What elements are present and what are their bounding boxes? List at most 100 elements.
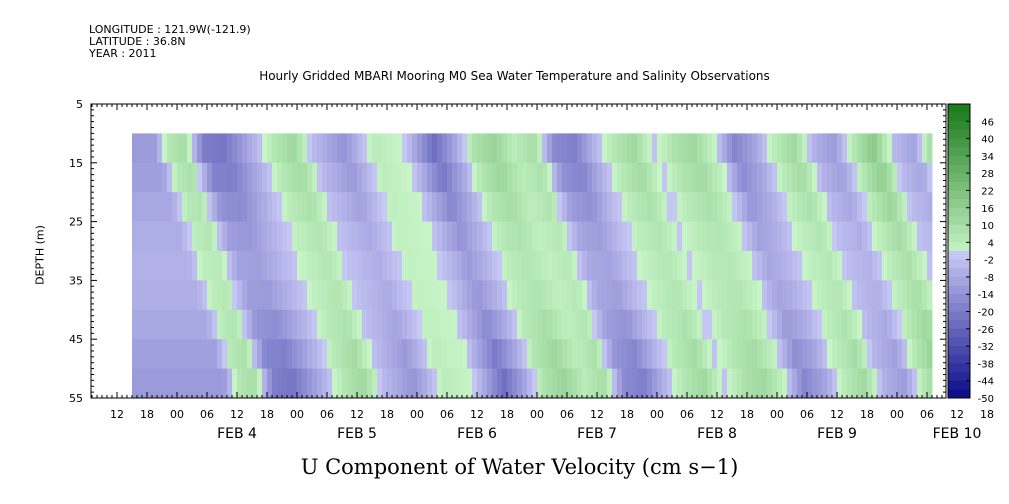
heatmap-cell — [487, 133, 493, 164]
heatmap-cell — [837, 339, 843, 370]
heatmap-cell — [217, 368, 223, 399]
heatmap-cell — [897, 133, 903, 164]
heatmap-cell — [712, 368, 718, 399]
heatmap-cell — [417, 368, 423, 399]
heatmap-cell — [192, 339, 198, 370]
heatmap-cell — [267, 221, 273, 252]
heatmap-cell — [272, 280, 278, 311]
heatmap-cell — [452, 339, 458, 370]
heatmap-cell — [917, 309, 923, 340]
heatmap-cell — [857, 309, 863, 340]
heatmap-cell — [837, 280, 843, 311]
x-date-label: FEB 8 — [697, 426, 737, 442]
heatmap-cell — [762, 133, 768, 164]
heatmap-cell — [372, 280, 378, 311]
heatmap-cell — [662, 162, 668, 193]
heatmap-cell — [487, 280, 493, 311]
heatmap-cell — [572, 368, 578, 399]
heatmap-cell — [607, 280, 613, 311]
heatmap-cell — [617, 251, 623, 281]
heatmap-cell — [547, 339, 553, 370]
colorbar-label: 28 — [981, 169, 994, 180]
heatmap-cell — [747, 162, 753, 193]
heatmap-cell — [602, 280, 608, 311]
heatmap-cell — [317, 309, 323, 340]
heatmap-cell — [227, 280, 233, 311]
heatmap-cell — [332, 280, 338, 311]
heatmap-cell — [392, 368, 398, 399]
heatmap-cell — [367, 309, 373, 340]
heatmap-cell — [882, 280, 888, 311]
heatmap-cell — [552, 280, 558, 311]
heatmap-cell — [902, 368, 908, 399]
heatmap-cell — [577, 368, 583, 399]
heatmap-cell — [587, 368, 593, 399]
heatmap-cell — [492, 251, 498, 281]
heatmap-cell — [867, 280, 873, 311]
heatmap-cell — [617, 221, 623, 252]
heatmap-cell — [777, 221, 783, 252]
heatmap-cell — [247, 368, 253, 399]
heatmap-cell — [462, 133, 468, 164]
heatmap-cell — [407, 133, 413, 164]
heatmap-cell — [272, 162, 278, 193]
heatmap-cell — [877, 280, 883, 311]
heatmap-cell — [237, 280, 243, 311]
heatmap-cell — [277, 133, 283, 164]
heatmap-cell — [497, 368, 503, 399]
heatmap-cell — [742, 309, 748, 340]
heatmap-cell — [252, 221, 258, 252]
heatmap-cell — [367, 192, 373, 223]
heatmap-cell — [557, 221, 563, 252]
heatmap-cell — [442, 162, 448, 193]
heatmap-cell — [727, 221, 733, 252]
heatmap-cell — [802, 221, 808, 252]
heatmap-cell — [317, 221, 323, 252]
heatmap-cell — [377, 339, 383, 370]
heatmap-cell — [197, 339, 203, 370]
longitude-label: LONGITUDE : 121.9W(-121.9) — [89, 23, 251, 36]
heatmap-cell — [217, 280, 223, 311]
heatmap-cell — [517, 162, 523, 193]
heatmap-cell — [537, 309, 543, 340]
heatmap-cell — [577, 133, 583, 164]
heatmap-cell — [392, 192, 398, 223]
heatmap-cell — [277, 251, 283, 281]
heatmap-cell — [427, 280, 433, 311]
heatmap-cell — [572, 339, 578, 370]
colorbar-swatch — [948, 181, 970, 191]
heatmap-cell — [442, 192, 448, 223]
heatmap-cell — [412, 221, 418, 252]
heatmap-cell — [837, 368, 843, 399]
heatmap-cell — [397, 280, 403, 311]
heatmap-cell — [722, 368, 728, 399]
heatmap-cell — [862, 221, 868, 252]
x-hour-label: 12 — [710, 408, 724, 421]
heatmap-cell — [362, 280, 368, 311]
heatmap-cell — [292, 192, 298, 223]
heatmap-cell — [212, 339, 218, 370]
heatmap-cell — [237, 192, 243, 223]
heatmap-cell — [182, 309, 188, 340]
heatmap-cell — [832, 133, 838, 164]
heatmap-cell — [252, 339, 258, 370]
x-hour-label: 00 — [410, 408, 424, 421]
colorbar-swatch — [948, 233, 970, 243]
heatmap-cell — [492, 221, 498, 252]
heatmap-cell — [662, 192, 668, 223]
heatmap-cell — [327, 192, 333, 223]
heatmap-cell — [142, 162, 148, 193]
heatmap-cell — [667, 339, 673, 370]
heatmap-cell — [652, 162, 658, 193]
heatmap-cell — [272, 192, 278, 223]
x-hour-label: 00 — [890, 408, 904, 421]
heatmap-cell — [422, 162, 428, 193]
heatmap-cell — [832, 368, 838, 399]
heatmap-cell — [377, 133, 383, 164]
heatmap-cell — [512, 339, 518, 370]
heatmap-cell — [207, 309, 213, 340]
heatmap-cell — [137, 221, 143, 252]
heatmap-cell — [467, 339, 473, 370]
heatmap-cell — [852, 368, 858, 399]
heatmap-cell — [852, 162, 858, 193]
